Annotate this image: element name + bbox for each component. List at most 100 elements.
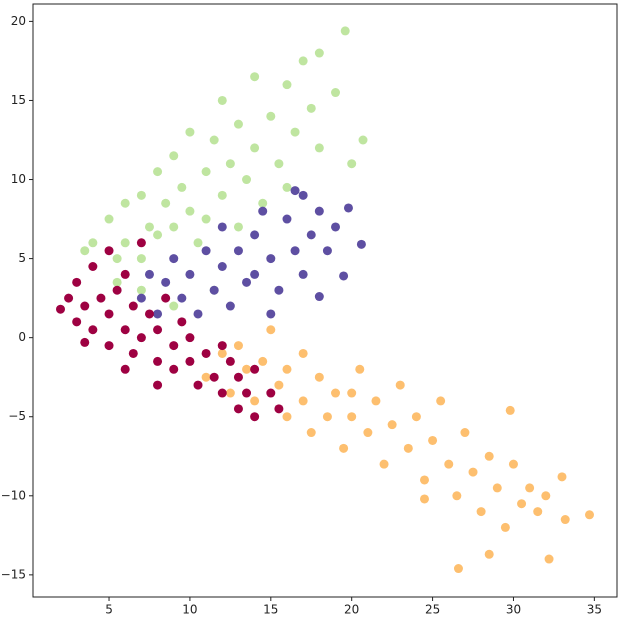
point (453, 564, 463, 574)
point (225, 159, 235, 169)
point (290, 186, 300, 196)
point (169, 341, 179, 351)
y-tick-label: −15 (1, 567, 26, 581)
point (444, 459, 454, 469)
point (544, 554, 554, 564)
point (120, 325, 130, 335)
point (153, 356, 163, 366)
point (217, 222, 227, 232)
point (161, 293, 171, 303)
point (274, 159, 284, 169)
point (403, 443, 413, 453)
point (136, 190, 146, 200)
point (80, 301, 90, 311)
point (169, 151, 179, 161)
point (153, 309, 163, 319)
point (250, 230, 260, 240)
point (233, 222, 243, 232)
y-tick-label: −10 (1, 488, 26, 502)
point (266, 309, 276, 319)
point (282, 182, 292, 192)
point (282, 214, 292, 224)
point (209, 285, 219, 295)
point (88, 238, 98, 248)
point (153, 380, 163, 390)
point (201, 214, 211, 224)
point (436, 396, 446, 406)
point (136, 333, 146, 343)
point (217, 262, 227, 272)
x-tick-label: 10 (182, 603, 197, 617)
point (120, 364, 130, 374)
y-tick-label: 0 (18, 330, 26, 344)
point (290, 246, 300, 256)
point (104, 341, 114, 351)
point (322, 246, 332, 256)
point (161, 277, 171, 287)
point (314, 372, 324, 382)
point (517, 499, 527, 509)
point (533, 507, 543, 517)
point (266, 388, 276, 398)
point (88, 262, 98, 272)
point (340, 26, 350, 36)
point (136, 238, 146, 248)
point (347, 412, 357, 422)
point (347, 388, 357, 398)
point (250, 72, 260, 82)
point (185, 206, 195, 216)
point (209, 372, 219, 382)
point (217, 348, 227, 358)
point (104, 309, 114, 319)
point (282, 364, 292, 374)
point (250, 269, 260, 279)
point (387, 420, 397, 430)
y-tick-label: 5 (18, 251, 26, 265)
point (233, 246, 243, 256)
point (298, 348, 308, 358)
point (508, 459, 518, 469)
point (525, 483, 535, 493)
point (217, 388, 227, 398)
point (395, 380, 405, 390)
point (322, 412, 332, 422)
point (217, 190, 227, 200)
point (258, 198, 268, 208)
point (169, 301, 179, 311)
point (298, 396, 308, 406)
point (185, 269, 195, 279)
y-tick-label: −5 (8, 409, 26, 423)
point (290, 127, 300, 137)
point (233, 341, 243, 351)
point (185, 333, 195, 343)
point (233, 404, 243, 414)
point (120, 238, 130, 248)
point (242, 388, 252, 398)
point (233, 119, 243, 129)
point (225, 356, 235, 366)
point (476, 507, 486, 517)
point (242, 364, 252, 374)
point (306, 103, 316, 113)
point (411, 412, 421, 422)
point (266, 254, 276, 264)
point (161, 198, 171, 208)
point (250, 412, 260, 422)
point (104, 214, 114, 224)
point (201, 246, 211, 256)
point (217, 95, 227, 105)
point (72, 277, 82, 287)
x-tick-label: 30 (506, 603, 521, 617)
point (177, 317, 187, 327)
point (153, 325, 163, 335)
point (169, 254, 179, 264)
point (169, 364, 179, 374)
point (136, 293, 146, 303)
point (112, 254, 122, 264)
point (500, 522, 510, 532)
point (258, 356, 268, 366)
point (136, 285, 146, 295)
point (560, 515, 570, 525)
point (104, 246, 114, 256)
